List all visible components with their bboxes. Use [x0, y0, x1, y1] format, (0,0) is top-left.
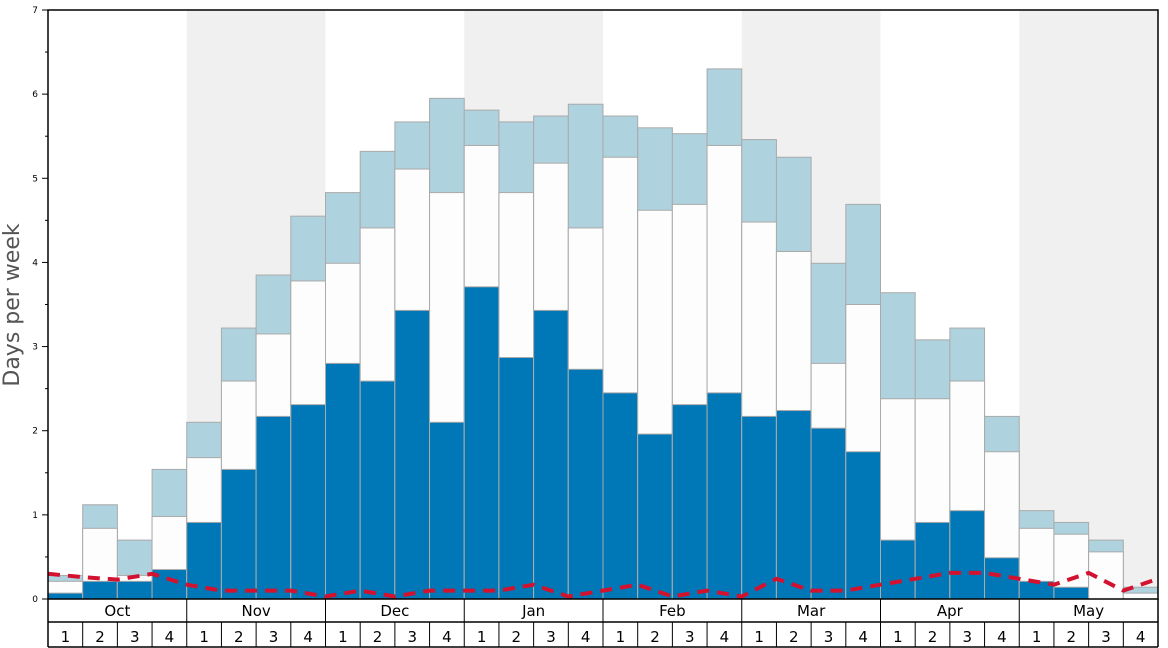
week-label-10: 3	[407, 628, 417, 646]
week-label-13: 2	[512, 628, 522, 646]
week-label-22: 3	[824, 628, 834, 646]
month-label-jan: Jan	[521, 602, 545, 620]
bar-dark-21	[775, 410, 812, 600]
y-tick-label-7: 7	[32, 6, 38, 16]
bar-dark-17	[637, 433, 673, 600]
bar-dark-5	[220, 468, 257, 600]
week-label-3: 4	[165, 628, 175, 646]
month-label-dec: Dec	[380, 602, 409, 620]
bar-dark-19	[706, 392, 743, 600]
y-tick-label-5: 5	[32, 174, 38, 184]
bar-dark-14	[533, 309, 569, 600]
week-label-24: 1	[893, 628, 903, 646]
week-label-1: 2	[95, 628, 105, 646]
week-label-8: 1	[338, 628, 348, 646]
dashed-line	[47, 570, 1159, 599]
labels: 0 1 2 3 4 5 6 7 Oct Nov Dec Jan Feb Mar Apr May 1 2 3 4 1 2 3 4…	[32, 6, 1145, 646]
month-label-feb: Feb	[659, 602, 686, 620]
week-label-12: 1	[477, 628, 487, 646]
week-label-26: 3	[962, 628, 972, 646]
y-tick-label-0: 0	[32, 595, 38, 605]
week-label-25: 2	[928, 628, 938, 646]
bar-dark-12	[463, 286, 500, 600]
bar-dark-23	[845, 451, 881, 600]
y-axis-label: Days per week	[0, 223, 25, 386]
week-label-31: 4	[1136, 628, 1146, 646]
y-tick-label-1: 1	[32, 511, 38, 521]
axes	[42, 9, 1159, 648]
month-label-mar: Mar	[797, 602, 826, 620]
bar-white-31	[1122, 592, 1159, 600]
bar-dark-16	[602, 392, 639, 600]
bar-dark-9	[359, 380, 396, 600]
bar-dark-29	[1053, 586, 1090, 600]
week-label-0: 1	[61, 628, 71, 646]
bar-dark-26	[949, 510, 986, 600]
bar-dark-15	[567, 368, 604, 600]
week-label-15: 4	[581, 628, 591, 646]
week-label-30: 3	[1101, 628, 1111, 646]
month-label-apr: Apr	[937, 602, 964, 620]
bar-dark-7	[290, 404, 326, 600]
week-label-4: 1	[199, 628, 209, 646]
month-label-oct: Oct	[104, 602, 130, 620]
bar-dark-11	[429, 421, 465, 600]
month-label-may: May	[1073, 602, 1104, 620]
bar-dark-6	[255, 415, 292, 600]
week-label-9: 2	[373, 628, 383, 646]
week-label-11: 4	[442, 628, 452, 646]
y-tick-label-3: 3	[32, 343, 38, 353]
bar-dark-18	[671, 404, 708, 600]
y-tick-label-6: 6	[32, 90, 38, 100]
week-label-27: 4	[997, 628, 1007, 646]
month-label-nov: Nov	[241, 602, 270, 620]
week-label-16: 1	[616, 628, 626, 646]
bar-dark-1	[82, 580, 118, 600]
y-tick-label-2: 2	[32, 427, 38, 437]
bar-dark-20	[741, 415, 777, 600]
bar-dark-25	[914, 521, 951, 600]
week-label-29: 2	[1067, 628, 1077, 646]
week-label-2: 3	[130, 628, 140, 646]
week-label-17: 2	[650, 628, 660, 646]
bar-dark-0	[47, 592, 84, 600]
week-label-20: 1	[754, 628, 764, 646]
bar-dark-13	[498, 357, 535, 600]
bar-dark-10	[394, 309, 431, 600]
week-label-7: 4	[303, 628, 313, 646]
week-label-6: 3	[269, 628, 279, 646]
week-label-21: 2	[789, 628, 799, 646]
bar-dark-8	[325, 362, 361, 600]
month-shade-may	[1019, 10, 1158, 599]
week-label-18: 3	[685, 628, 695, 646]
bar-dark-22	[810, 427, 847, 600]
bar-dark-24	[880, 539, 916, 600]
week-label-23: 4	[858, 628, 868, 646]
week-label-28: 1	[1032, 628, 1042, 646]
week-label-19: 4	[720, 628, 730, 646]
week-label-14: 3	[546, 628, 556, 646]
dashed-line-layer	[47, 570, 1159, 599]
y-tick-label-4: 4	[32, 258, 38, 268]
bar-dark-2	[116, 580, 153, 600]
week-label-5: 2	[234, 628, 244, 646]
